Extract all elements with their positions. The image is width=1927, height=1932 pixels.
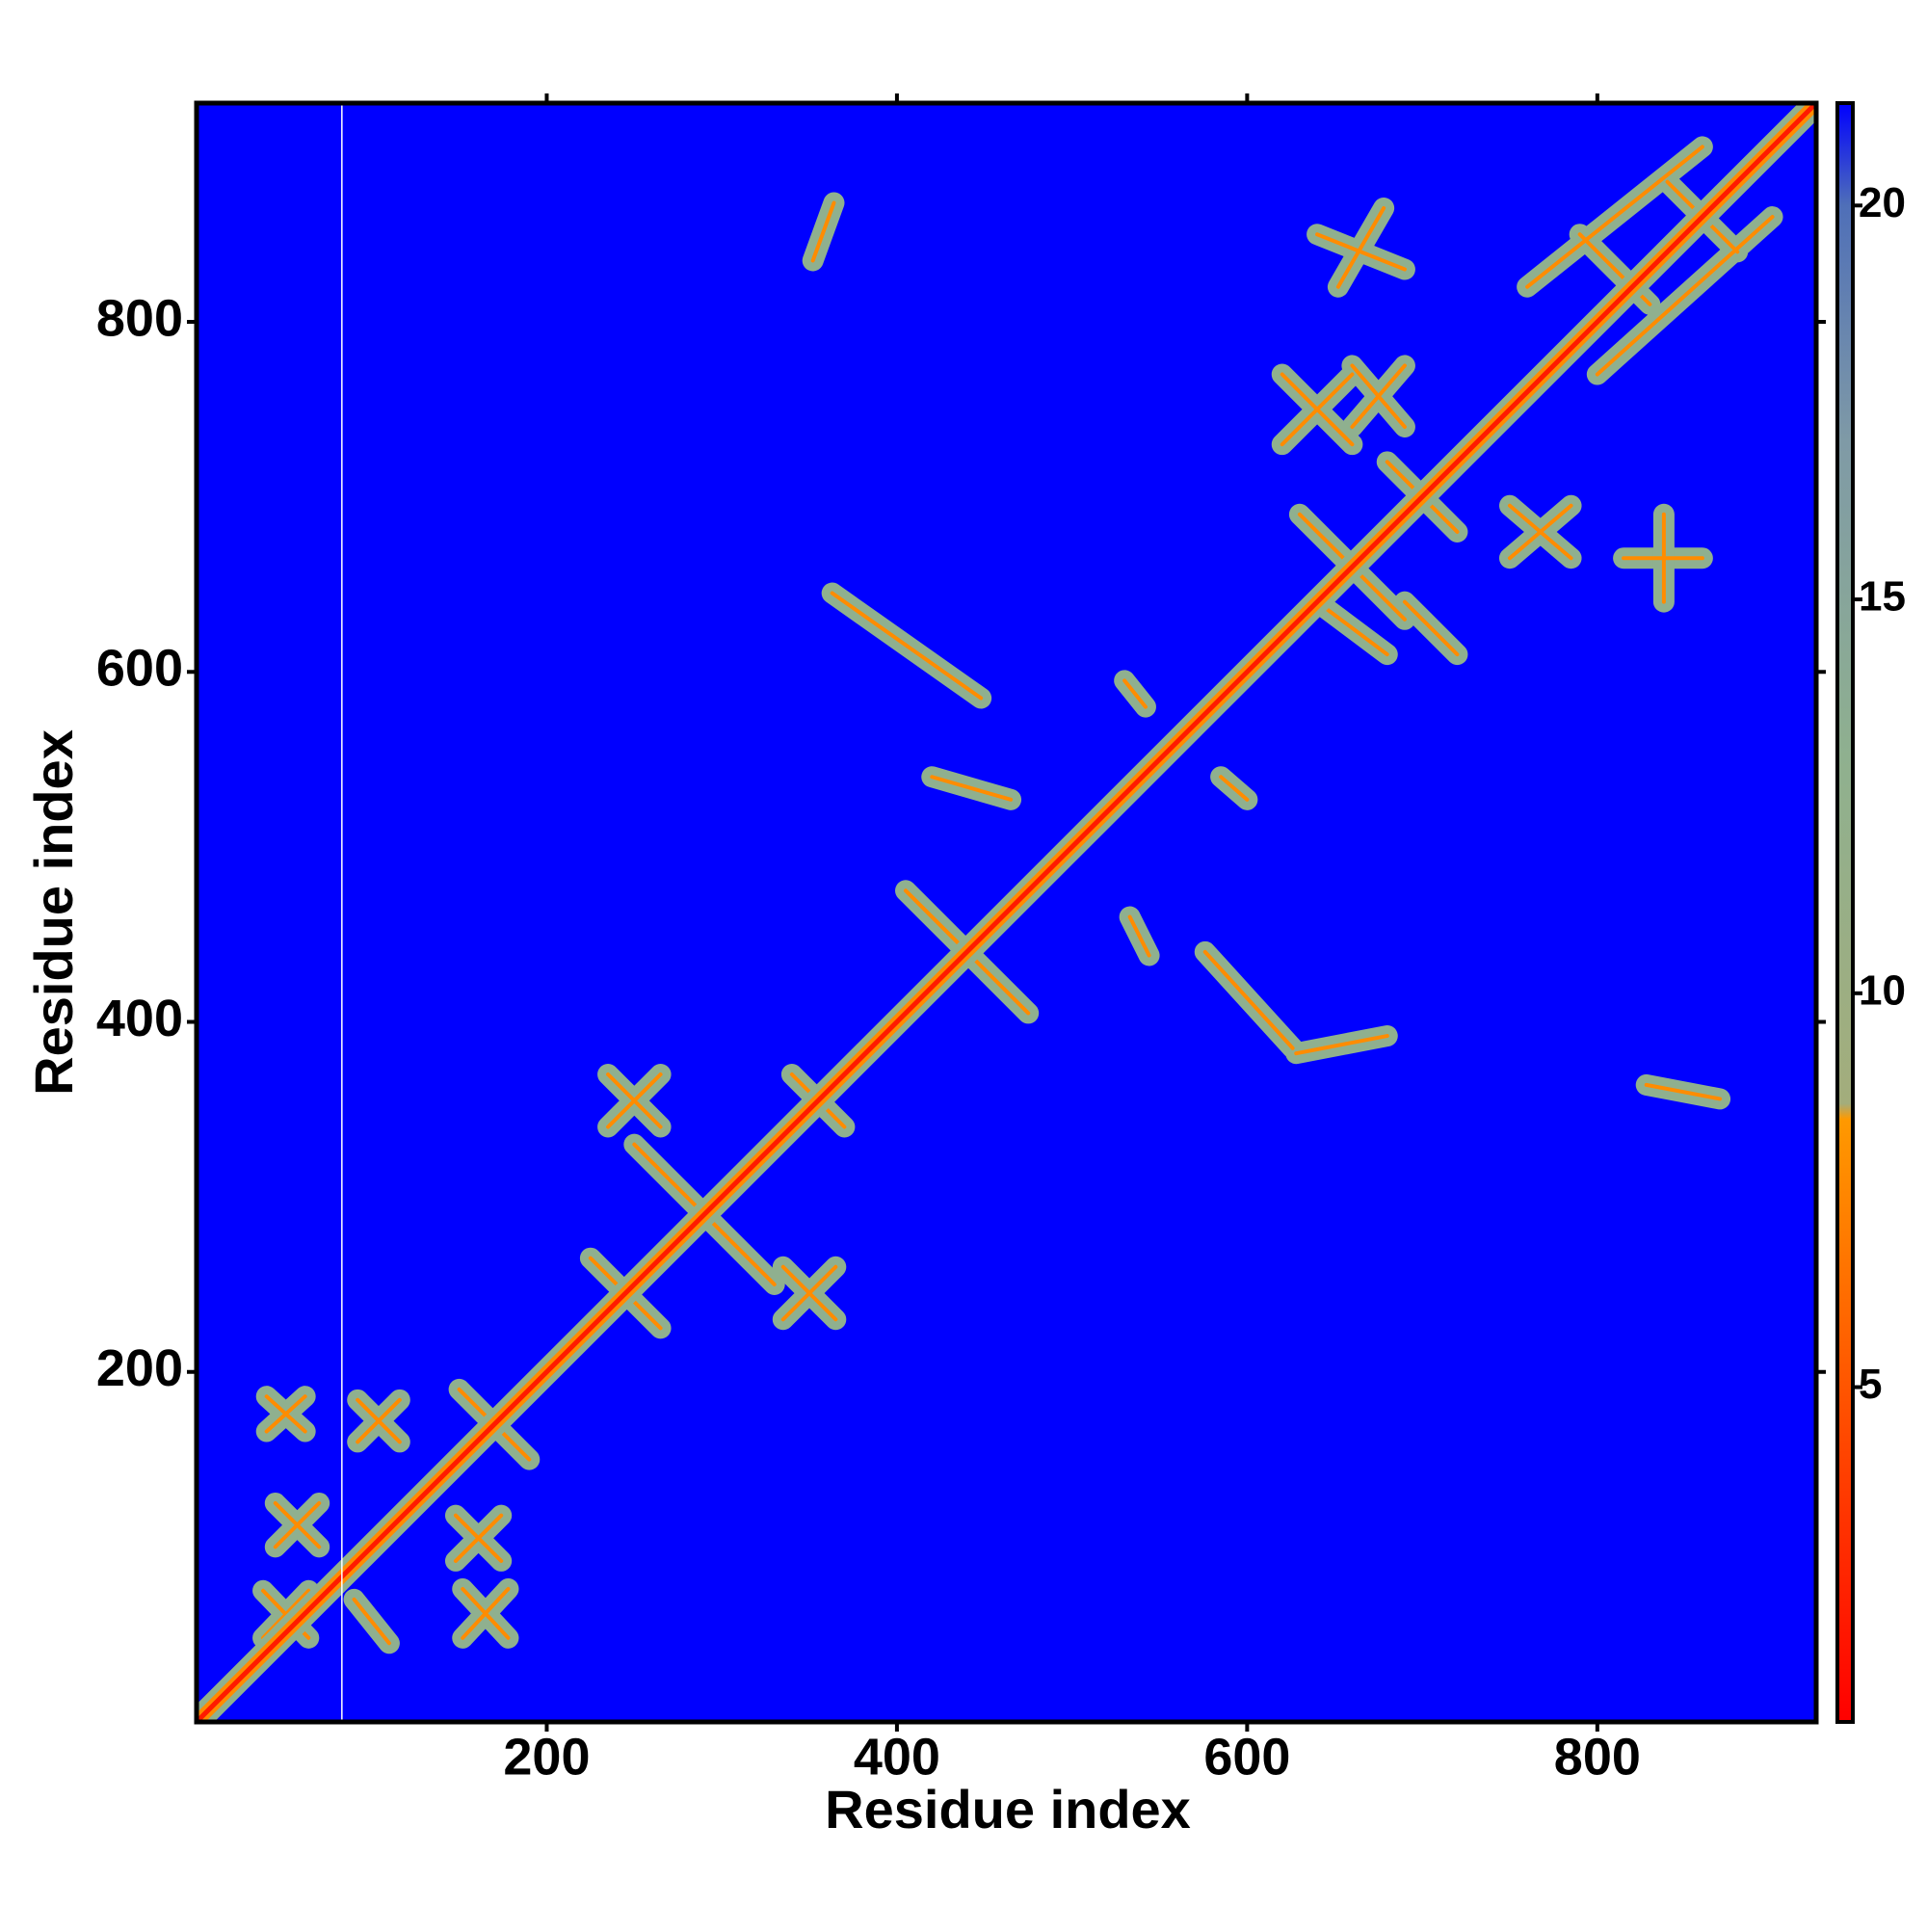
colorbar-tick-label: 5 (1859, 1361, 1882, 1408)
contact-core (1127, 914, 1151, 958)
contact-core (461, 1586, 511, 1640)
x-tick-label: 400 (854, 1728, 940, 1786)
contact-core (606, 1072, 663, 1129)
contact-core (1219, 775, 1250, 802)
contact-core (356, 1397, 402, 1444)
colorbar (1835, 101, 1855, 1724)
x-tick-label: 600 (1203, 1728, 1290, 1786)
contact-core (261, 1588, 311, 1640)
contact-core (453, 1513, 504, 1563)
plot-frame (194, 100, 1819, 1725)
x-tick-label: 800 (1554, 1728, 1641, 1786)
x-axis-title: Residue index (825, 1779, 1191, 1839)
contact-core (1350, 363, 1407, 429)
contact-core (1402, 599, 1460, 657)
y-tick-label: 200 (96, 1339, 183, 1397)
contact-layer (197, 103, 1816, 1722)
x-tick-label: 200 (503, 1728, 590, 1786)
y-tick-label: 600 (96, 640, 183, 698)
colorbar-tick-label: 15 (1859, 573, 1906, 621)
contact-core (830, 591, 984, 701)
contact-core (1280, 372, 1355, 447)
colorbar-tick-label: 10 (1859, 966, 1906, 1014)
contact-core (1595, 215, 1775, 377)
contact-core (1525, 145, 1704, 289)
contact-core (810, 200, 836, 263)
contact-core (1315, 599, 1389, 657)
contact-core (930, 775, 1014, 802)
contact-core (1294, 1034, 1389, 1056)
contact-core (1507, 503, 1573, 561)
contact-core (352, 1597, 391, 1646)
contact-core (1644, 1082, 1723, 1101)
contact-core (780, 1264, 838, 1322)
y-tick-label: 400 (96, 990, 183, 1047)
contact-core (273, 1500, 322, 1549)
colorbar-tick-label: 20 (1859, 179, 1906, 226)
y-axis-title: Residue index (23, 729, 84, 1096)
contact-core (1335, 205, 1386, 289)
contact-core (264, 1394, 307, 1434)
contact-core (1315, 232, 1407, 272)
diagonal-core (197, 103, 1816, 1722)
contact-core (1202, 949, 1295, 1050)
contact-core (1122, 678, 1148, 709)
y-tick-label: 800 (96, 289, 183, 347)
